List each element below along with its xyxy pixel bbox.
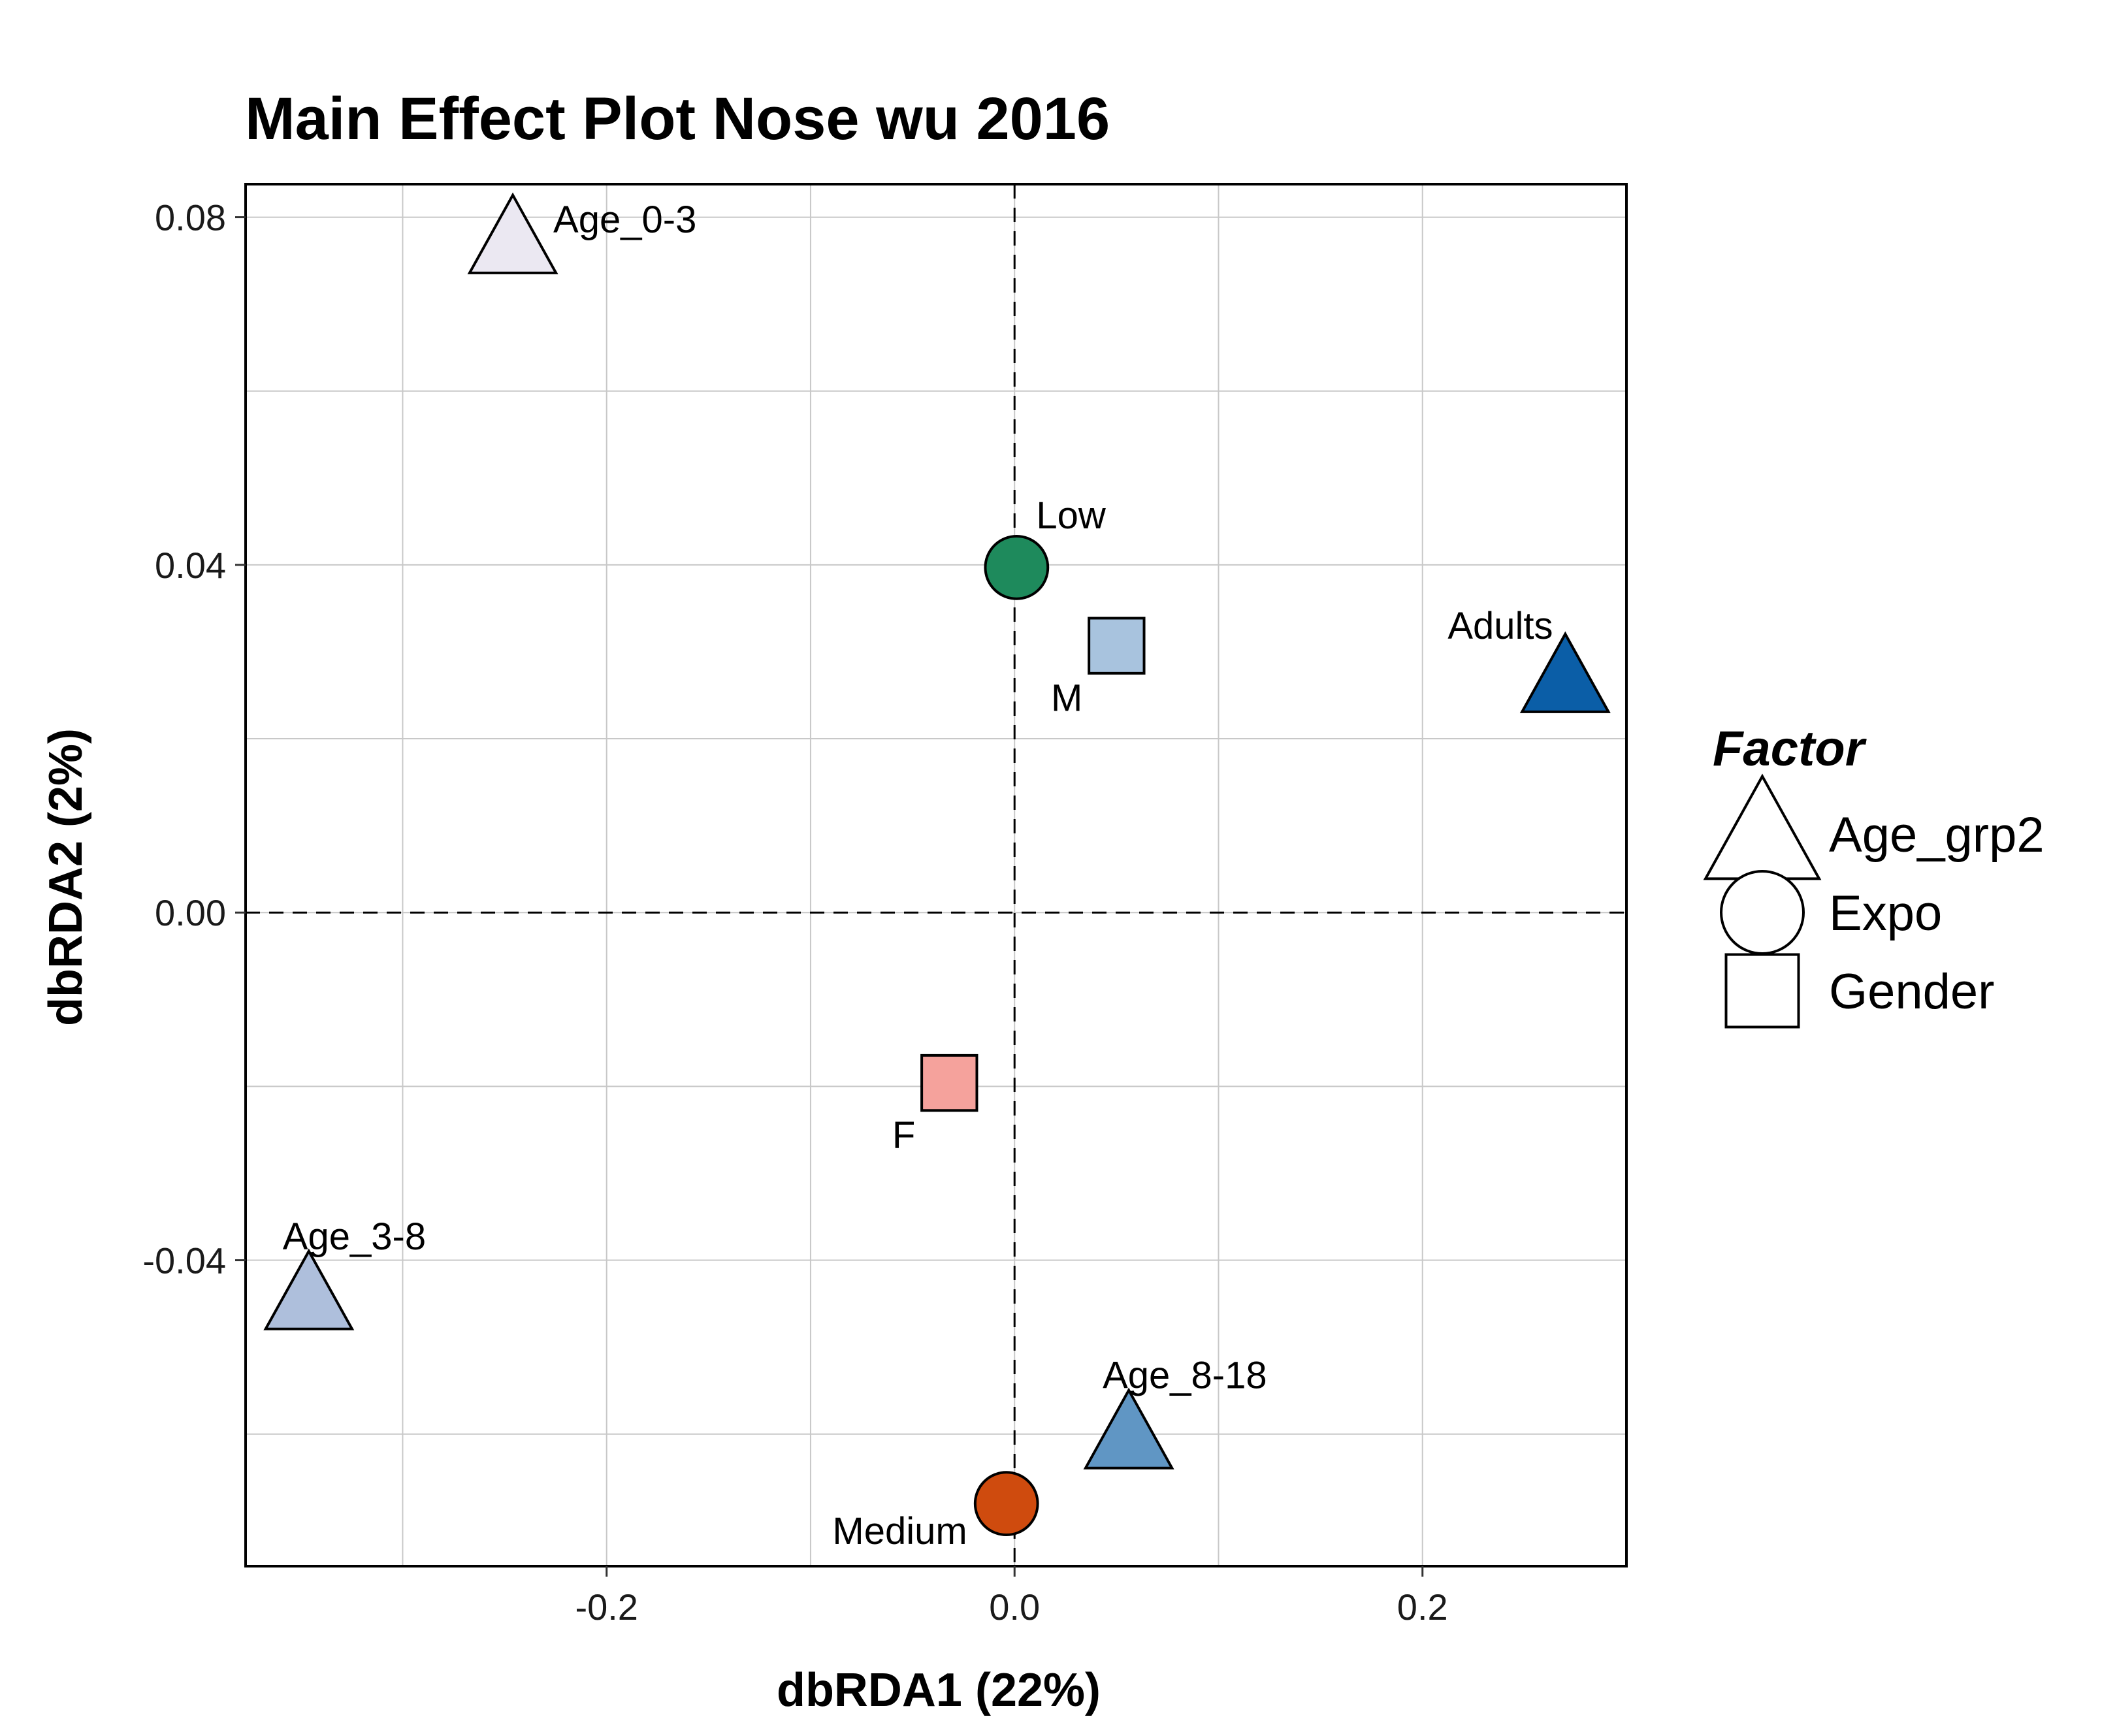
legend: Factor Age_grp2 Expo Gender [1703, 721, 2044, 1029]
x-tick-label: 0.2 [1397, 1586, 1448, 1628]
legend-item: Age_grp2 [1703, 773, 2044, 880]
legend-key-square [1724, 953, 1800, 1029]
legend-key-triangle [1703, 773, 1822, 880]
point-label: Medium [832, 1510, 967, 1552]
x-tick-label: -0.2 [575, 1586, 638, 1628]
y-tick-label: 0.04 [155, 545, 226, 586]
point-square-m [1088, 617, 1146, 675]
point-label: M [1051, 677, 1082, 720]
point-circle-low [984, 535, 1050, 600]
y-tick-label: 0.00 [155, 892, 226, 933]
legend-items: Age_grp2 Expo Gender [1703, 773, 2044, 1029]
legend-label: Gender [1829, 964, 1995, 1020]
data-points [263, 192, 1611, 1537]
legend-item: Gender [1724, 953, 1995, 1029]
y-axis-ticks: -0.04 0.00 0.04 0.08 [142, 197, 246, 1281]
point-circle-medium [973, 1471, 1039, 1537]
legend-title: Factor [1713, 721, 1867, 777]
point-triangle-age-0-3 [467, 192, 558, 274]
grid-lines [246, 184, 1627, 1566]
point-triangle-age-3-8 [263, 1248, 355, 1330]
legend-label: Expo [1829, 886, 1942, 941]
point-label: F [892, 1114, 915, 1157]
point-labels: Age_0-3 Age_3-8 Age_8-18 Adults Low Medium M F [283, 199, 1553, 1552]
point-triangle-age-8-18 [1083, 1387, 1174, 1470]
legend-key-circle [1720, 870, 1805, 955]
x-tick-label: 0.0 [989, 1586, 1040, 1628]
x-axis-title: dbRDA1 (22%) [777, 1664, 1101, 1716]
reference-lines [246, 184, 1626, 1566]
point-label: Low [1036, 494, 1107, 537]
chart-title: Main Effect Plot Nose wu 2016 [245, 86, 1110, 152]
y-tick-label: 0.08 [155, 197, 226, 238]
legend-label: Age_grp2 [1829, 807, 2044, 863]
point-triangle-adults [1519, 631, 1611, 713]
y-axis-title: dbRDA2 (2%) [40, 728, 92, 1026]
plot-panel-border [244, 183, 1628, 1567]
point-label: Age_3-8 [283, 1215, 426, 1258]
y-tick-label: -0.04 [142, 1240, 226, 1281]
point-square-f [920, 1053, 978, 1112]
point-label: Age_0-3 [553, 199, 696, 241]
x-axis-ticks: -0.2 0.0 0.2 [575, 1566, 1448, 1628]
point-label: Age_8-18 [1103, 1355, 1267, 1397]
legend-item: Expo [1720, 870, 1942, 955]
point-label: Adults [1447, 605, 1553, 647]
